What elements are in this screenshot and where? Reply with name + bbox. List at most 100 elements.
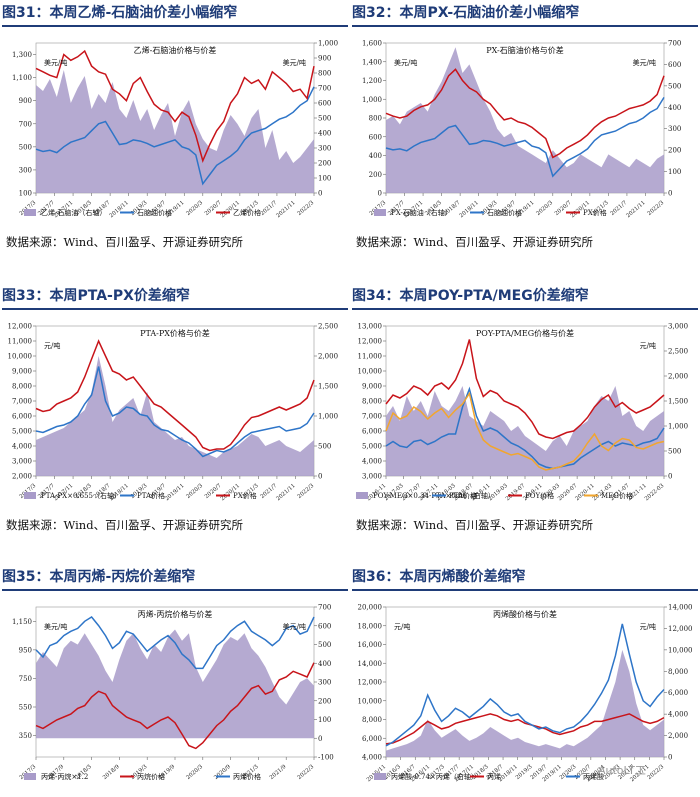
- figure-title: 图31：本周乙烯-石脑油价差小幅缩窄: [2, 5, 238, 21]
- y-tick-label-left: 800: [369, 115, 382, 123]
- legend-label: 乙烯价格: [233, 208, 261, 217]
- chart-title: PTA-PX价格与价差: [140, 328, 210, 338]
- title-rule: [2, 308, 348, 310]
- y-tick-label-left: 750: [19, 675, 32, 683]
- figure-title: 图32：本周PX-石脑油价差小幅缩窄: [352, 5, 580, 21]
- y-tick-label-left: 20,000: [358, 604, 383, 612]
- y-tick-label-right: 600: [318, 622, 331, 630]
- y-tick-label-left: 5,000: [12, 428, 32, 436]
- y-tick-label-right: 0: [668, 473, 672, 481]
- y-tick-label-right: 2,000: [318, 353, 338, 361]
- y-tick-label-right: 500: [318, 641, 331, 649]
- y-tick-label-left: 7,000: [12, 398, 32, 406]
- unit-left-label: 美元/吨: [394, 58, 417, 67]
- y-tick-label-right: 300: [318, 679, 331, 687]
- y-tick-label-right: 0: [668, 190, 672, 198]
- x-tick-label: 2018/11: [109, 200, 130, 219]
- y-tick-label-right: 2,000: [668, 373, 688, 381]
- y-tick-label-right: 1,000: [318, 40, 338, 48]
- legend-swatch: [24, 773, 36, 780]
- legend-label: 石脑油价格: [487, 208, 522, 217]
- title-rule: [2, 589, 348, 591]
- series-area: [386, 649, 664, 757]
- y-tick-label-right: 900: [318, 55, 331, 63]
- series-line: [385, 713, 665, 745]
- series-line: [385, 339, 665, 440]
- y-tick-label-left: 2,000: [12, 473, 32, 481]
- figure-title: 图35：本周丙烯-丙烷价差缩窄: [2, 569, 196, 585]
- series-area: [386, 47, 664, 193]
- y-tick-label-left: 8,000: [12, 383, 32, 391]
- x-tick-label: 2021/11: [275, 483, 296, 502]
- y-tick-label-left: 400: [369, 152, 382, 160]
- y-tick-label-left: 4,000: [362, 754, 382, 762]
- legend-label: PTA价格: [449, 491, 477, 500]
- y-tick-label-left: 900: [19, 97, 32, 105]
- y-tick-label-left: 11,000: [8, 338, 33, 346]
- y-tick-label-left: 12,000: [358, 679, 383, 687]
- series-area: [36, 356, 314, 476]
- title-rule: [2, 25, 348, 27]
- y-tick-label-right: 700: [318, 85, 331, 93]
- y-tick-label-right: 500: [668, 82, 681, 90]
- series-line: [385, 97, 665, 178]
- unit-right-label: 元/吨: [640, 622, 656, 631]
- series-line: [385, 386, 665, 470]
- y-tick-label-right: -100: [318, 754, 334, 762]
- legend-label: 丙烷价格: [137, 772, 165, 781]
- y-tick-label-right: 300: [668, 125, 681, 133]
- y-tick-label-left: 8,000: [362, 398, 382, 406]
- series-area: [386, 386, 664, 476]
- x-tick-label: 2022-03: [644, 483, 666, 503]
- y-tick-label-left: 1,600: [362, 40, 382, 48]
- x-tick-label: 2019/11: [164, 483, 185, 502]
- series-line: [35, 86, 315, 186]
- chart-fig36: 4,000 6,000 8,000 10,000 12,000 14,000 16,000 1…: [358, 604, 693, 784]
- y-tick-label-right: 500: [668, 448, 681, 456]
- x-tick-label: 2018/11: [459, 200, 480, 219]
- figure-35: 图35：本周丙烯-丙烷价差缩窄 350 550 750 950 1,150 -100 0 10…: [2, 566, 348, 797]
- y-tick-label-right: 200: [318, 160, 331, 168]
- y-tick-label-right: 600: [668, 61, 681, 69]
- figure-34: 图34：本周POY-PTA/MEG价差缩窄 3,000 4,000 5,000 6,0…: [352, 285, 698, 543]
- legend-label: PX-石脑油（右轴）: [391, 208, 452, 217]
- y-tick-label-left: 18,000: [358, 622, 383, 630]
- series-line: [385, 623, 665, 747]
- chart-title: 乙烯-石脑油价格与价差: [134, 45, 217, 55]
- y-tick-label-left: 100: [19, 190, 32, 198]
- y-tick-label-right: 0: [668, 754, 672, 762]
- y-tick-label-right: 400: [318, 130, 331, 138]
- y-tick-label-right: 100: [318, 716, 331, 724]
- chart-title: PX-石脑油价格与价差: [486, 45, 564, 55]
- series-line: [35, 339, 315, 452]
- y-tick-label-left: 14,000: [358, 660, 383, 668]
- figure-32: 图32：本周PX-石脑油价差小幅缩窄 0 200 400 600 800 1,000 1,2…: [352, 2, 698, 260]
- figure-36: 图36：本周丙烯酸价差缩窄 4,000 6,000 8,000 10,000 12,00…: [352, 566, 698, 797]
- y-tick-label-right: 600: [318, 100, 331, 108]
- y-tick-label-right: 12,000: [668, 625, 693, 633]
- y-tick-label-right: 0: [318, 190, 322, 198]
- chart-fig32: 0 200 400 600 800 1,000 1,200 1,400 1,600 0 100 200…: [362, 40, 681, 220]
- y-tick-label-right: 10,000: [668, 646, 693, 654]
- chart-title: 丙烯-丙烷价格与价差: [138, 609, 213, 619]
- legend-swatch: [374, 209, 386, 216]
- chart-fig33: 2,000 3,000 4,000 5,000 6,000 7,000 8,000 9,000…: [8, 323, 339, 503]
- legend-label: MEG价格: [601, 491, 633, 500]
- y-tick-label-right: 2,500: [318, 323, 338, 331]
- unit-left-label: 美元/吨: [44, 622, 67, 631]
- y-tick-label-left: 4,000: [362, 458, 382, 466]
- y-tick-label-right: 500: [318, 443, 331, 451]
- x-tick-label: 2020/3: [535, 200, 554, 217]
- y-tick-label-left: 500: [19, 143, 32, 151]
- y-tick-label-right: 1,000: [318, 413, 338, 421]
- data-source: 数据来源：Wind、百川盈孚、开源证券研究所: [356, 235, 594, 249]
- y-tick-label-right: 700: [668, 40, 681, 48]
- x-tick-label: 2020/9: [213, 764, 232, 781]
- y-tick-label-right: 400: [318, 660, 331, 668]
- y-tick-label-left: 1,100: [12, 74, 32, 82]
- series-line: [35, 662, 315, 750]
- chart-fig34: 3,000 4,000 5,000 6,000 7,000 8,000 9,000 10,00…: [356, 323, 688, 503]
- unit-right-label: 美元/吨: [283, 622, 306, 631]
- data-source: 数据来源：Wind、百川盈孚、开源证券研究所: [6, 235, 244, 249]
- legend-label: PX价格: [583, 208, 607, 217]
